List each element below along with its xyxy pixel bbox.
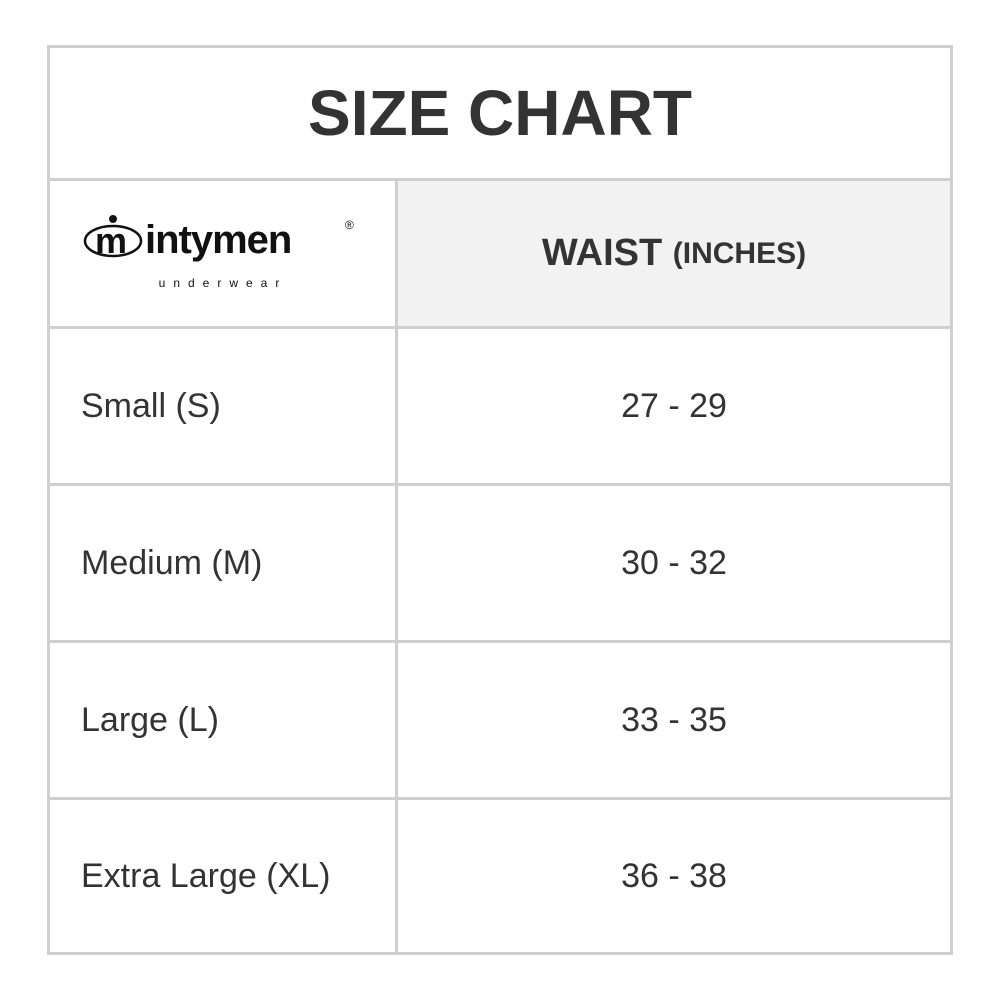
page-title: SIZE CHART (50, 48, 950, 181)
size-cell: Extra Large (XL) (50, 800, 398, 952)
size-cell: Small (S) (50, 329, 398, 483)
waist-cell: 30 - 32 (621, 543, 727, 582)
size-chart-table: SIZE CHART m intymen ® underwear WAIST (… (47, 45, 953, 955)
table-row: Medium (M) 30 - 32 (50, 486, 950, 643)
waist-cell: 27 - 29 (621, 386, 727, 425)
svg-text:m: m (95, 220, 126, 261)
waist-cell: 36 - 38 (621, 856, 727, 895)
table-row: Large (L) 33 - 35 (50, 643, 950, 800)
svg-text:underwear: underwear (158, 276, 287, 290)
svg-text:®: ® (345, 218, 354, 232)
svg-text:intymen: intymen (145, 218, 291, 262)
unit-label: (INCHES) (672, 236, 807, 270)
waist-label: WAIST (541, 232, 663, 274)
table-row: Small (S) 27 - 29 (50, 329, 950, 486)
size-cell: Large (L) (50, 643, 398, 797)
table-row: Extra Large (XL) 36 - 38 (50, 800, 950, 952)
waist-cell: 33 - 35 (621, 700, 727, 739)
waist-column-header: WAIST (INCHES) (398, 181, 950, 326)
size-cell: Medium (M) (50, 486, 398, 640)
header-row: m intymen ® underwear WAIST (INCHES) (50, 181, 950, 329)
brand-logo: m intymen ® underwear (50, 181, 398, 326)
